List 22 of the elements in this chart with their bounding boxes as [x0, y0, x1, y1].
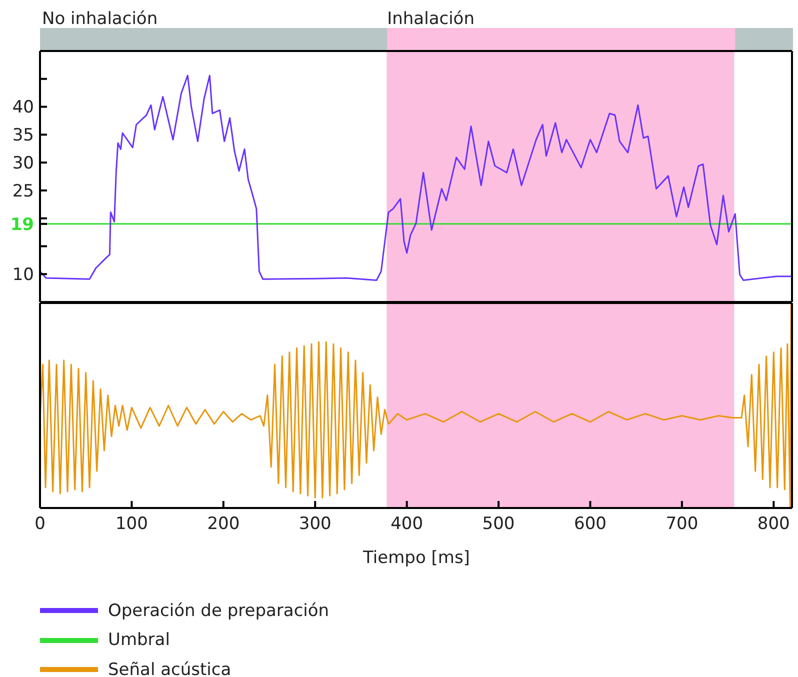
y-tick-label: 10 — [12, 265, 34, 286]
x-tick-label: 200 — [207, 514, 240, 534]
x-tick-label: 500 — [482, 514, 515, 534]
x-tick-label: 100 — [115, 514, 148, 534]
x-tick-label: 700 — [666, 514, 698, 534]
legend-label: Operación de preparación — [108, 600, 330, 621]
y-tick-label: 30 — [12, 154, 34, 174]
x-tick-label: 300 — [298, 514, 332, 534]
line-series — [40, 74, 792, 281]
y-tick-label: 19 — [10, 214, 34, 235]
y-tick-label: 35 — [12, 126, 34, 146]
band-label: Inhalación — [387, 9, 474, 29]
y-tick-label: 25 — [12, 181, 34, 202]
x-tick-label: 0 — [34, 514, 46, 534]
y-tick-label: 40 — [12, 98, 34, 118]
legend-label: Señal acústica — [108, 660, 232, 677]
legend-label: Umbral — [108, 630, 170, 650]
x-tick-label: 800 — [757, 514, 790, 534]
text: No inhalación — [42, 9, 158, 29]
x-axis-title: Tiempo [ms] — [362, 548, 471, 568]
x-tick-label: 600 — [574, 514, 606, 534]
x-tick-label: 400 — [390, 514, 424, 534]
